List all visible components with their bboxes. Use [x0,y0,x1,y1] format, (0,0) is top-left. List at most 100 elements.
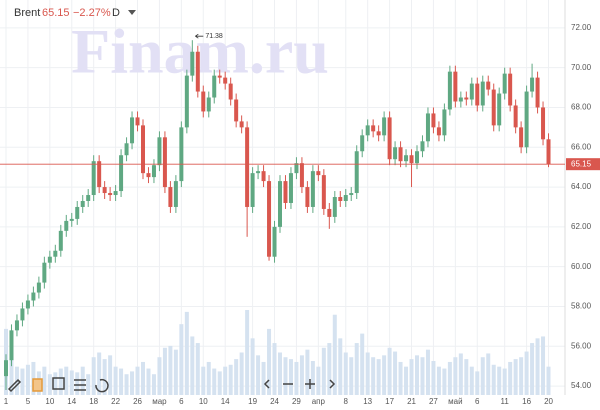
x-tick-label: 17 [385,397,394,406]
candle-body [535,77,540,108]
y-tick-label: 58.00 [571,302,592,311]
volume-bar [349,357,354,395]
volume-bar [535,338,540,395]
volume-bar [86,374,91,395]
candle-body [157,137,162,166]
x-tick-label: 29 [292,397,301,406]
x-tick-label: 6 [475,397,480,406]
volume-bar [387,347,392,395]
candle-body [119,155,124,192]
volume-bar [25,364,30,395]
volume-bar [436,366,441,395]
header-price: 65.15 [42,7,70,19]
candle-body [546,139,551,165]
volume-bar [360,333,365,395]
candle-body [212,75,217,98]
scroll-right[interactable] [329,379,336,389]
y-tick-label: 62.00 [571,222,592,231]
candle-body [436,127,441,136]
volume-bar [267,328,272,395]
volume-bar [234,359,239,395]
x-tick-label: 10 [45,397,54,406]
last-price-tag [566,158,600,171]
pencil-icon[interactable] [7,378,22,393]
zoom-in[interactable] [305,379,315,389]
volume-bar [404,366,409,395]
volume-bar [541,336,546,395]
candle-body [108,193,113,196]
scroll-left[interactable] [263,379,270,389]
volume-bar [321,347,326,395]
candle-body [250,173,255,207]
interval[interactable]: D [112,7,120,19]
volume-bar [250,338,255,395]
candle-body [299,163,304,188]
volume-bar [480,357,485,395]
max-marker-arrow [195,33,204,39]
volume-bar [217,371,222,395]
candle-body [360,135,365,152]
candle-body [69,218,74,221]
candle-body [135,117,140,126]
candle-body [294,163,299,174]
candle-body [217,75,222,78]
volume-bar [316,366,321,395]
x-tick-label: 13 [363,397,372,406]
candle-body [475,83,480,106]
settings-icon[interactable] [74,379,86,391]
candle-body [371,125,376,132]
y-tick-label: 54.00 [571,381,592,390]
x-tick-label: мар [152,397,167,406]
volume-bar [108,355,113,395]
volume-bar [97,352,102,395]
candle-body [327,208,332,217]
add-icon[interactable] [52,377,65,390]
volume-bar [141,361,145,395]
reset-icon[interactable] [95,378,109,393]
x-tick-label: 21 [407,397,416,406]
candle-body [404,155,409,162]
candle-body [376,131,381,136]
candle-body [20,308,25,321]
x-tick-label: 14 [67,397,76,406]
volume-bar [376,359,381,395]
y-tick-label: 68.00 [571,103,592,112]
volume-bar [371,357,376,395]
candle-body [31,292,36,301]
candle-body [91,161,96,196]
x-tick-label: 19 [248,397,257,406]
x-tick-label: 22 [111,397,120,406]
volume-bar [420,357,425,395]
volume-bar [272,343,277,395]
volume-bar [288,359,293,395]
volume-bar [179,324,184,395]
candle-body [36,282,41,293]
max-marker-label: 71.38 [205,33,223,40]
candle-body [354,151,359,194]
volume-bar [223,366,228,395]
candle-body [42,262,47,283]
candle-body [130,117,135,144]
volume-bar [184,311,189,395]
volume-bar [157,357,162,395]
candle-body [508,73,513,106]
candle-body [206,97,211,112]
candle-body [102,187,107,194]
candle-body [245,127,250,207]
volume-bar [458,353,463,395]
volume-bar [53,372,58,395]
volume-bar [228,364,233,395]
candle-body [469,83,474,100]
volume-bar [212,368,217,395]
candle-body [124,143,129,156]
candle-body [239,121,244,128]
volume-bar [245,310,250,395]
candle-body [316,171,321,176]
candle-body [64,220,69,231]
candle-body [486,81,491,90]
candle-body [431,113,436,128]
interval-dropdown[interactable] [128,10,136,15]
notes-icon[interactable] [32,378,43,392]
